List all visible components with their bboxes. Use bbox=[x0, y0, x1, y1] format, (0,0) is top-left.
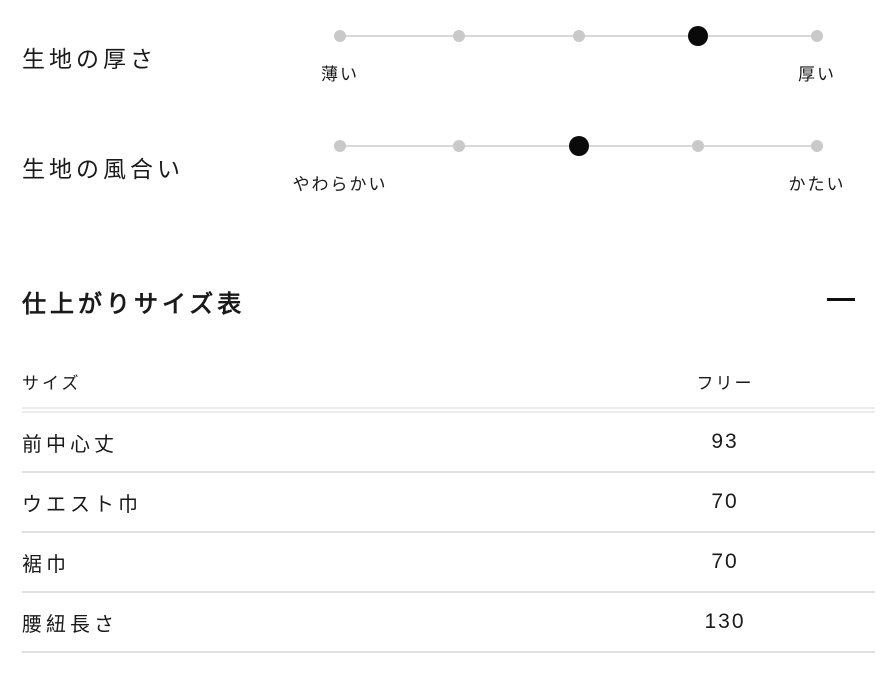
fabric-thickness-scale-labels: 薄い 厚い bbox=[321, 60, 834, 84]
table-row: 腰紐長さ 130 bbox=[22, 593, 875, 653]
slider-dot bbox=[334, 140, 346, 152]
slider-dot bbox=[453, 30, 466, 42]
fabric-texture-label: 生地の風合い bbox=[22, 156, 184, 182]
scale-min-label: やわらかい bbox=[292, 175, 388, 194]
row-measure-value: 130 bbox=[704, 610, 746, 633]
row-measure-label: 裾巾 bbox=[22, 553, 70, 576]
scale-min-label: 薄い bbox=[321, 65, 359, 84]
slider-dot-active bbox=[568, 136, 589, 156]
slider-dot bbox=[453, 140, 466, 152]
fabric-texture-slider bbox=[334, 136, 823, 156]
scale-max-label: 厚い bbox=[798, 65, 836, 84]
fabric-thickness-slider bbox=[334, 26, 823, 46]
row-measure-value: 70 bbox=[711, 550, 739, 573]
size-table-body: 前中心丈 93 ウエスト巾 70 裾巾 70 腰紐長さ 130 bbox=[22, 413, 875, 653]
slider-dot bbox=[811, 30, 823, 42]
minus-icon bbox=[827, 297, 855, 301]
table-row: ウエスト巾 70 bbox=[22, 473, 875, 533]
size-table-header: サイズ フリー bbox=[22, 355, 875, 409]
row-measure-label: 腰紐長さ bbox=[22, 613, 118, 636]
row-measure-value: 93 bbox=[711, 430, 739, 453]
size-table: サイズ フリー 前中心丈 93 ウエスト巾 70 裾巾 70 腰紐長さ 130 bbox=[22, 355, 875, 653]
row-measure-label: 前中心丈 bbox=[22, 433, 118, 456]
slider-dot bbox=[572, 30, 585, 42]
slider-dot bbox=[691, 140, 704, 152]
fabric-texture-scale-labels: やわらかい かたい bbox=[293, 170, 844, 194]
scale-max-label: かたい bbox=[788, 175, 846, 194]
fabric-thickness-label: 生地の厚さ bbox=[22, 46, 157, 72]
slider-dot bbox=[334, 30, 346, 42]
table-row: 前中心丈 93 bbox=[22, 413, 875, 473]
table-row: 裾巾 70 bbox=[22, 533, 875, 593]
header-size-label: サイズ bbox=[22, 373, 82, 393]
slider-dot bbox=[811, 140, 823, 152]
row-measure-value: 70 bbox=[711, 490, 739, 513]
collapse-section-button[interactable] bbox=[819, 286, 863, 312]
size-table-section-title: 仕上がりサイズ表 bbox=[22, 291, 246, 318]
header-free-size-label: フリー bbox=[696, 373, 754, 393]
slider-dot-active bbox=[687, 26, 708, 46]
header-divider bbox=[22, 409, 875, 413]
row-measure-label: ウエスト巾 bbox=[22, 493, 142, 516]
